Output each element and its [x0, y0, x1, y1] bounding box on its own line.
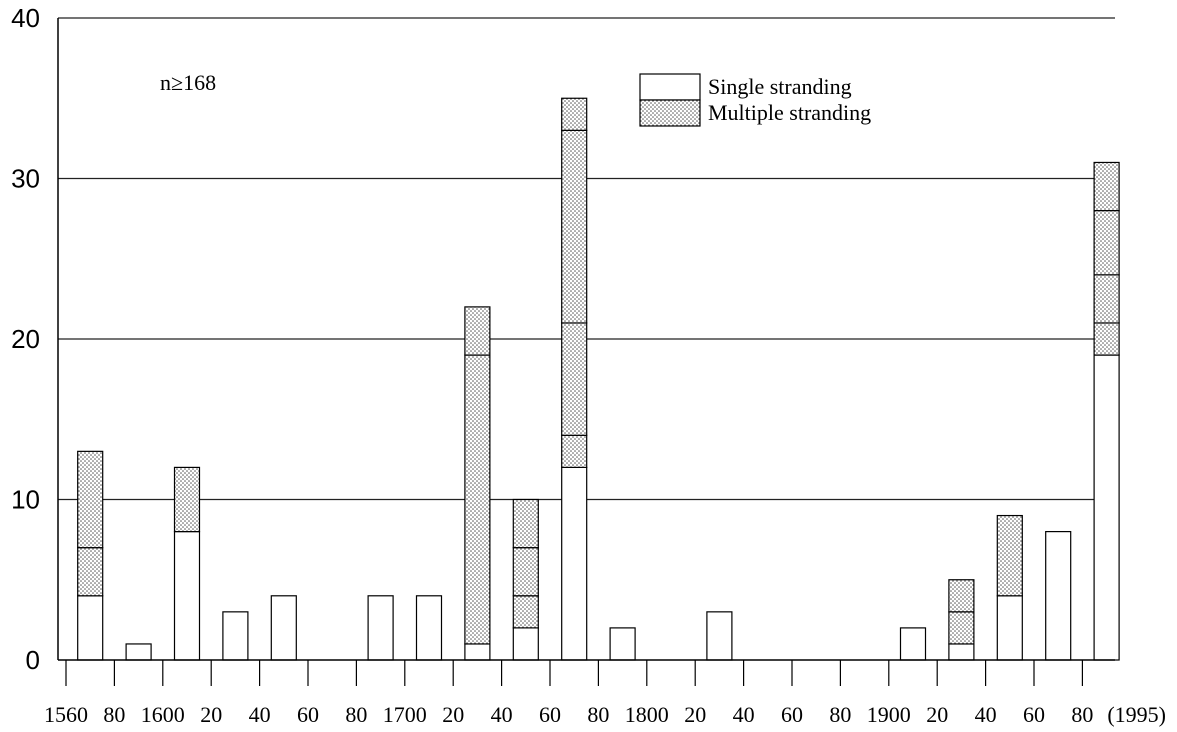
legend-swatch-multiple — [639, 99, 701, 127]
x-tick-label: 20 — [442, 702, 464, 727]
x-tick-label: 1600 — [141, 702, 185, 727]
x-tick-label: 80 — [103, 702, 125, 727]
x-tick-label: 80 — [829, 702, 851, 727]
x-tick-label: 60 — [781, 702, 803, 727]
x-tick-label: 60 — [1023, 702, 1045, 727]
bar-1700-single-segment — [415, 595, 443, 661]
bar-1980-single-segment — [1093, 354, 1120, 661]
bar-1760-multiple-segment — [561, 129, 588, 324]
x-tick-label: 80 — [1071, 702, 1093, 727]
bar-1760-multiple-segment — [561, 322, 588, 436]
x-tick-label: 20 — [200, 702, 222, 727]
y-tick-label: 20 — [11, 324, 40, 354]
y-tick-label: 10 — [11, 485, 40, 515]
x-tick-label: 60 — [539, 702, 561, 727]
x-tick-label: 80 — [587, 702, 609, 727]
bar-1680-single-segment — [367, 595, 394, 661]
x-tick-label: 1560 — [44, 702, 88, 727]
y-tick-label: 40 — [11, 3, 40, 33]
x-tick-label: 40 — [733, 702, 755, 727]
x-tick-label: 20 — [926, 702, 948, 727]
legend-swatch-single — [639, 73, 701, 101]
bar-1940-multiple-segment — [996, 514, 1023, 597]
y-tick-label: 0 — [26, 645, 40, 675]
x-tick-label: 40 — [249, 702, 271, 727]
bar-1560-multiple-segment — [77, 547, 104, 597]
bar-1920-single-segment — [948, 643, 975, 661]
legend: Single stranding Multiple stranding — [639, 73, 871, 127]
axes — [57, 18, 1115, 686]
bar-1740-multiple-segment — [512, 547, 539, 597]
bar-1960-single-segment — [1045, 530, 1072, 661]
bar-1760-single-segment — [561, 466, 588, 661]
bar-1740-single-segment — [512, 627, 539, 661]
bar-1820-single-segment — [706, 611, 733, 661]
bar-1980-multiple-segment — [1093, 274, 1120, 324]
bar-1640-single-segment — [270, 595, 297, 661]
bar-1560-multiple-segment — [77, 450, 104, 549]
bar-1760-multiple-segment — [561, 434, 588, 468]
bar-1620-single-segment — [222, 611, 249, 661]
bar-1980-multiple-segment — [1093, 210, 1120, 276]
x-tick-label: 40 — [975, 702, 997, 727]
bar-1720-multiple-segment — [464, 354, 491, 645]
bar-1720-multiple-segment — [464, 306, 491, 356]
bar-1940-single-segment — [996, 595, 1023, 661]
x-tick-label: (1995) — [1107, 702, 1166, 727]
bar-1740-multiple-segment — [512, 498, 539, 549]
bar-1720-single-segment — [464, 643, 491, 661]
bar-1900-single-segment — [899, 627, 927, 661]
bar-1600-single-segment — [173, 530, 201, 661]
bar-1920-multiple-segment — [948, 579, 975, 613]
bar-1980-multiple-segment — [1093, 161, 1120, 212]
x-tick-label: 80 — [345, 702, 367, 727]
x-tick-label: 40 — [491, 702, 513, 727]
legend-label-single: Single stranding — [708, 74, 852, 99]
bar-1980-multiple-segment — [1093, 322, 1120, 356]
sample-size-annotation: n≥168 — [160, 70, 216, 95]
x-tick-label: 1800 — [625, 702, 669, 727]
bars — [77, 97, 1120, 661]
bar-1600-multiple-segment — [173, 466, 201, 533]
x-tick-label: 60 — [297, 702, 319, 727]
bar-1740-multiple-segment — [512, 595, 539, 629]
legend-label-multiple: Multiple stranding — [708, 100, 871, 125]
bar-1780-single-segment — [609, 627, 636, 661]
x-tick-label: 1900 — [867, 702, 911, 727]
bar-1580-single-segment — [125, 643, 152, 661]
bar-1560-single-segment — [77, 595, 104, 661]
bar-1920-multiple-segment — [948, 611, 975, 645]
x-tick-label: 1700 — [383, 702, 427, 727]
y-tick-label: 30 — [11, 164, 40, 194]
bar-1760-multiple-segment — [561, 97, 588, 131]
x-tick-label: 20 — [684, 702, 706, 727]
